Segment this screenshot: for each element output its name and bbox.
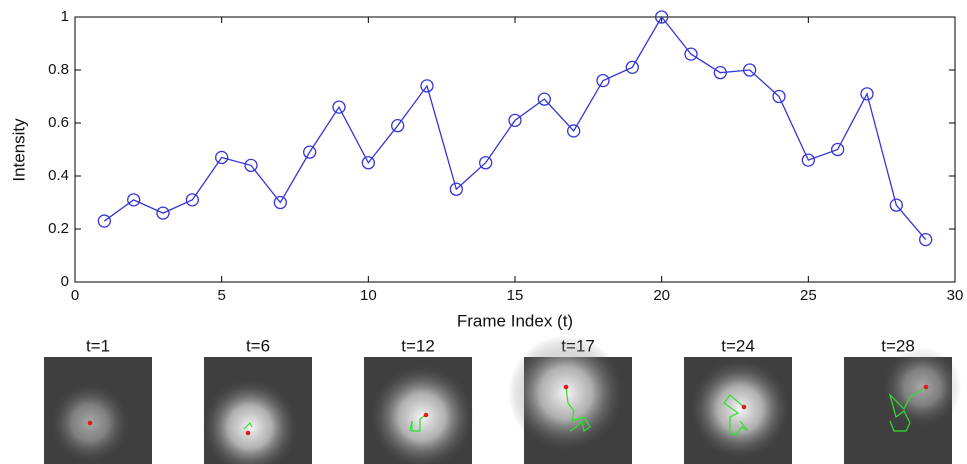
x-tick-label: 5 [217, 287, 225, 304]
data-point [479, 156, 493, 170]
thumbnail-spot [882, 347, 962, 427]
data-point [919, 232, 933, 247]
data-point [655, 10, 669, 24]
data-point [420, 79, 434, 93]
track [243, 421, 253, 430]
y-axis-label: Intensity [9, 118, 28, 182]
thumbnail-label: t=1 [86, 336, 110, 355]
plot-frame [74, 16, 956, 283]
data-point [713, 66, 727, 80]
x-tick-label: 30 [947, 287, 964, 304]
data-point [156, 206, 170, 220]
thumbnail-spot [202, 379, 298, 464]
data-point [391, 119, 405, 133]
x-tick-label: 10 [360, 287, 377, 304]
center-dot [923, 384, 929, 390]
data-point [596, 73, 610, 88]
center-dot [563, 384, 569, 390]
y-tick-label: 0.6 [48, 114, 69, 131]
data-point [772, 89, 786, 104]
data-point [831, 142, 845, 157]
data-point [889, 198, 903, 212]
data-point [185, 193, 199, 207]
x-tick-label: 15 [507, 287, 524, 304]
data-point [127, 193, 141, 207]
y-tick-label: 0.8 [48, 61, 69, 78]
data-point [801, 153, 815, 167]
data-point [537, 92, 551, 106]
thumbnail-label: t=12 [401, 336, 435, 355]
data-point [97, 214, 111, 228]
center-dot [245, 430, 251, 436]
data-point [449, 182, 463, 196]
x-tick-label: 20 [653, 287, 670, 304]
x-tick-label: 0 [71, 287, 79, 304]
x-axis-label: Frame Index (t) [457, 311, 573, 330]
data-point [303, 145, 317, 159]
data-point [684, 47, 698, 61]
center-dot [423, 412, 429, 418]
y-tick-label: 0.4 [48, 167, 69, 184]
y-tick-label: 0 [61, 273, 69, 290]
track [409, 414, 427, 432]
data-line [103, 15, 927, 241]
center-dot [741, 404, 747, 410]
thumbnail-label: t=24 [721, 336, 755, 355]
center-dot [87, 420, 93, 426]
y-tick-label: 1 [61, 8, 69, 25]
thumbnail-spot [508, 335, 624, 451]
data-point [244, 158, 258, 173]
data-point [273, 195, 287, 210]
thumbnail-label: t=6 [246, 336, 270, 355]
track [723, 394, 749, 436]
x-tick-label: 25 [800, 287, 817, 304]
data-point [625, 60, 639, 74]
data-point [743, 63, 757, 77]
data-point [215, 150, 229, 165]
y-tick-label: 0.2 [48, 220, 69, 237]
track [888, 386, 927, 432]
thumbnail-spot [370, 365, 474, 464]
data-point [860, 87, 874, 101]
data-point [361, 156, 375, 170]
data-point [508, 113, 522, 127]
thumbnail-spot [690, 359, 790, 459]
data-point [567, 124, 581, 138]
track [565, 386, 591, 432]
data-point [332, 100, 346, 114]
